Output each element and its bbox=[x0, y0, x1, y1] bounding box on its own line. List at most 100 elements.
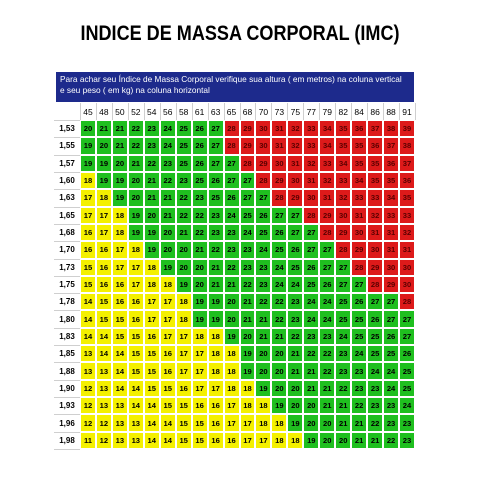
bmi-cell: 28 bbox=[319, 223, 336, 242]
bmi-cell: 20 bbox=[175, 241, 192, 259]
height-label: 1,93 bbox=[59, 401, 75, 411]
bmi-cell: 17 bbox=[223, 397, 240, 415]
weight-header: 88 bbox=[386, 106, 396, 117]
weight-header: 84 bbox=[354, 106, 364, 117]
bmi-cell: 21 bbox=[207, 258, 224, 276]
bmi-cell: 18 bbox=[111, 206, 128, 224]
bmi-cell: 22 bbox=[191, 223, 208, 242]
bmi-cell: 21 bbox=[255, 310, 272, 328]
height-label: 1,98 bbox=[59, 435, 75, 445]
bmi-cell: 18 bbox=[255, 414, 272, 432]
bmi-cell: 31 bbox=[383, 223, 400, 242]
bmi-cell: 18 bbox=[239, 397, 256, 415]
bmi-cell: 24 bbox=[399, 397, 415, 415]
bmi-cell: 27 bbox=[303, 241, 320, 259]
bmi-cell: 20 bbox=[335, 431, 352, 449]
column-divider bbox=[383, 103, 385, 120]
bmi-cell: 18 bbox=[223, 345, 240, 363]
bmi-cell: 25 bbox=[239, 206, 256, 224]
bmi-cell: 23 bbox=[335, 345, 352, 363]
bmi-cell: 20 bbox=[271, 379, 288, 398]
bmi-cell: 24 bbox=[367, 362, 384, 380]
row-divider bbox=[54, 241, 80, 243]
bmi-cell: 21 bbox=[143, 171, 160, 190]
bmi-cell: 29 bbox=[351, 241, 368, 259]
bmi-cell: 20 bbox=[191, 275, 208, 294]
bmi-cell: 22 bbox=[127, 120, 144, 138]
bmi-cell: 22 bbox=[207, 241, 224, 259]
column-divider bbox=[191, 103, 193, 120]
bmi-cell: 17 bbox=[80, 206, 96, 224]
height-label: 1,80 bbox=[59, 314, 75, 324]
bmi-cell: 16 bbox=[95, 241, 112, 259]
bmi-cell: 23 bbox=[143, 120, 160, 138]
bmi-cell: 19 bbox=[143, 241, 160, 259]
bmi-cell: 26 bbox=[303, 258, 320, 276]
bmi-cell: 27 bbox=[303, 223, 320, 242]
bmi-cell: 16 bbox=[223, 431, 240, 449]
bmi-cell: 24 bbox=[271, 275, 288, 294]
height-label: 1,83 bbox=[59, 331, 75, 341]
column-divider bbox=[175, 103, 177, 120]
bmi-cell: 24 bbox=[319, 310, 336, 328]
bmi-cell: 25 bbox=[287, 258, 304, 276]
weight-header: 52 bbox=[131, 106, 141, 117]
bmi-cell: 37 bbox=[367, 120, 384, 138]
bmi-cell: 20 bbox=[80, 120, 96, 138]
bmi-cell: 12 bbox=[80, 414, 96, 432]
column-divider bbox=[127, 103, 129, 120]
bmi-cell: 14 bbox=[127, 379, 144, 398]
bmi-cell: 21 bbox=[367, 431, 384, 449]
bmi-cell: 20 bbox=[223, 310, 240, 328]
bmi-cell: 18 bbox=[191, 327, 208, 346]
bmi-cell: 22 bbox=[239, 275, 256, 294]
bmi-cell: 12 bbox=[95, 431, 112, 449]
bmi-cell: 21 bbox=[95, 120, 112, 138]
bmi-cell: 14 bbox=[80, 310, 96, 328]
instructions-line-2: e seu peso ( em kg) na coluna horizontal bbox=[60, 85, 210, 95]
bmi-cell: 23 bbox=[399, 431, 415, 449]
bmi-cell: 28 bbox=[399, 293, 415, 311]
bmi-cell: 18 bbox=[159, 275, 176, 294]
bmi-cell: 19 bbox=[239, 362, 256, 380]
bmi-cell: 26 bbox=[191, 137, 208, 155]
bmi-cell: 17 bbox=[111, 241, 128, 259]
bmi-cell: 24 bbox=[383, 379, 400, 398]
bmi-cell: 20 bbox=[175, 258, 192, 276]
bmi-cell: 33 bbox=[351, 189, 368, 207]
weight-header: 56 bbox=[162, 106, 173, 117]
bmi-cell: 21 bbox=[143, 189, 160, 207]
bmi-cell: 14 bbox=[111, 379, 128, 398]
weight-header: 82 bbox=[338, 106, 348, 117]
bmi-cell: 17 bbox=[175, 345, 192, 363]
column-divider bbox=[351, 103, 353, 120]
bmi-cell: 15 bbox=[127, 327, 144, 346]
bmi-cell: 13 bbox=[95, 362, 112, 380]
bmi-cell: 25 bbox=[383, 345, 400, 363]
bmi-cell: 25 bbox=[335, 310, 352, 328]
bmi-cell: 29 bbox=[319, 206, 336, 224]
bmi-cell: 18 bbox=[271, 431, 288, 449]
bmi-cell: 22 bbox=[175, 206, 192, 224]
bmi-cell: 23 bbox=[239, 258, 256, 276]
bmi-cell: 25 bbox=[175, 137, 192, 155]
bmi-cell: 26 bbox=[191, 154, 208, 172]
bmi-cell: 14 bbox=[143, 397, 160, 415]
bmi-cell: 16 bbox=[207, 397, 224, 415]
weight-header: 54 bbox=[147, 106, 157, 117]
bmi-cell: 33 bbox=[367, 189, 384, 207]
bmi-cell: 26 bbox=[367, 310, 384, 328]
bmi-cell: 23 bbox=[383, 397, 400, 415]
bmi-cell: 17 bbox=[191, 379, 208, 398]
bmi-cell: 30 bbox=[335, 206, 352, 224]
height-label: 1,85 bbox=[59, 349, 75, 359]
height-label: 1,90 bbox=[59, 383, 75, 393]
bmi-cell: 23 bbox=[367, 379, 384, 398]
bmi-cell: 31 bbox=[383, 241, 400, 259]
column-divider bbox=[287, 103, 289, 120]
bmi-cell: 24 bbox=[255, 241, 272, 259]
bmi-cell: 18 bbox=[239, 379, 256, 398]
bmi-cell: 27 bbox=[223, 171, 240, 190]
bmi-cell: 14 bbox=[80, 293, 96, 311]
bmi-cell: 15 bbox=[191, 431, 208, 449]
